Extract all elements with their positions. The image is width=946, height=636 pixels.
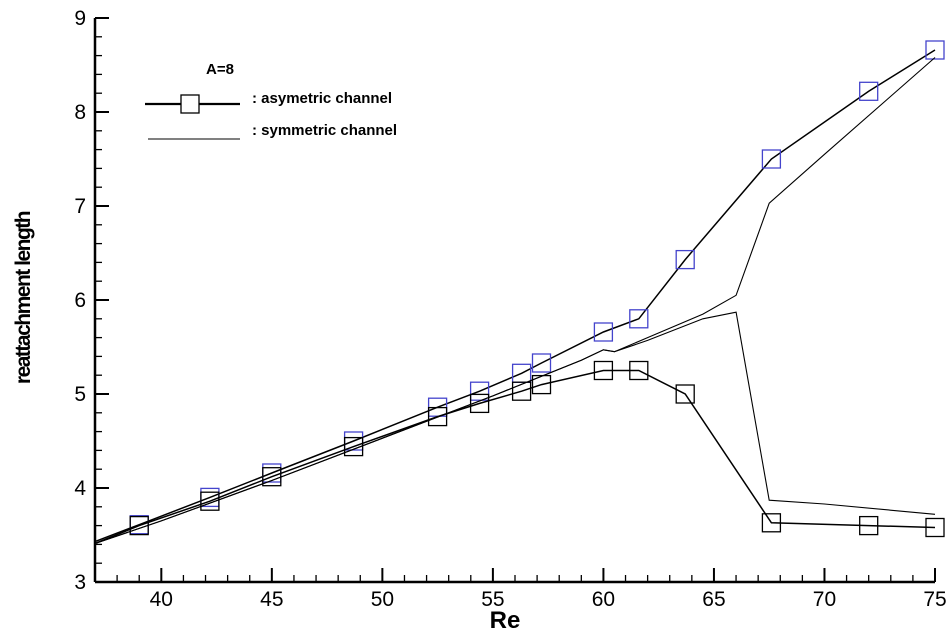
data-point-marker xyxy=(511,381,532,401)
y-tick-label: 7 xyxy=(74,195,86,218)
x-tick-label: 60 xyxy=(592,588,615,611)
data-point-marker xyxy=(343,436,364,457)
y-tick-label: 5 xyxy=(74,383,86,406)
data-point-marker xyxy=(761,149,782,169)
data-point-marker xyxy=(675,249,695,270)
x-axis-title: Re xyxy=(490,607,521,634)
x-tick-label: 55 xyxy=(481,588,504,611)
x-tick-label: 75 xyxy=(923,588,946,611)
legend-asymetric-label: : asymetric channel xyxy=(252,90,392,107)
y-tick-label: 8 xyxy=(74,101,86,124)
series-line-asymetric-channel-upper xyxy=(94,49,936,543)
series-line-symmetric-channel-lower xyxy=(94,311,936,545)
data-point-marker xyxy=(925,517,945,538)
data-point-marker xyxy=(427,406,448,427)
series-line-asymetric-channel-lower xyxy=(94,369,936,545)
x-tick-label: 65 xyxy=(702,588,725,611)
legend-asymetric-marker xyxy=(180,94,200,114)
legend-title: A=8 xyxy=(206,61,234,78)
y-tick-label: 3 xyxy=(74,571,86,594)
x-tick-label: 45 xyxy=(260,588,283,611)
data-point-marker xyxy=(675,384,695,404)
y-tick-label: 6 xyxy=(74,289,86,312)
data-point-marker xyxy=(629,360,649,381)
data-point-marker xyxy=(531,374,552,395)
data-point-marker xyxy=(469,381,490,401)
data-point-marker xyxy=(531,353,552,373)
data-point-marker xyxy=(925,40,945,60)
series-line-symmetric-channel-upper xyxy=(94,57,936,545)
x-tick-label: 70 xyxy=(813,588,836,611)
legend: A=8 : asymetric channel : symmetric chan… xyxy=(145,61,397,140)
data-point-marker xyxy=(469,393,490,414)
data-point-marker xyxy=(593,322,614,342)
data-point-marker xyxy=(761,513,782,533)
data-point-marker xyxy=(859,515,879,536)
legend-symmetric-label: : symmetric channel xyxy=(252,122,397,139)
y-axis-title: reattachment length xyxy=(12,211,35,384)
y-tick-label: 9 xyxy=(74,7,86,30)
data-point-marker xyxy=(629,309,649,329)
y-tick-label: 4 xyxy=(74,477,86,500)
x-tick-label: 40 xyxy=(150,588,173,611)
data-point-marker xyxy=(859,81,879,101)
series-layer xyxy=(94,40,945,545)
data-point-marker xyxy=(593,360,614,381)
x-tick-label: 50 xyxy=(371,588,394,611)
data-point-marker xyxy=(200,491,220,511)
